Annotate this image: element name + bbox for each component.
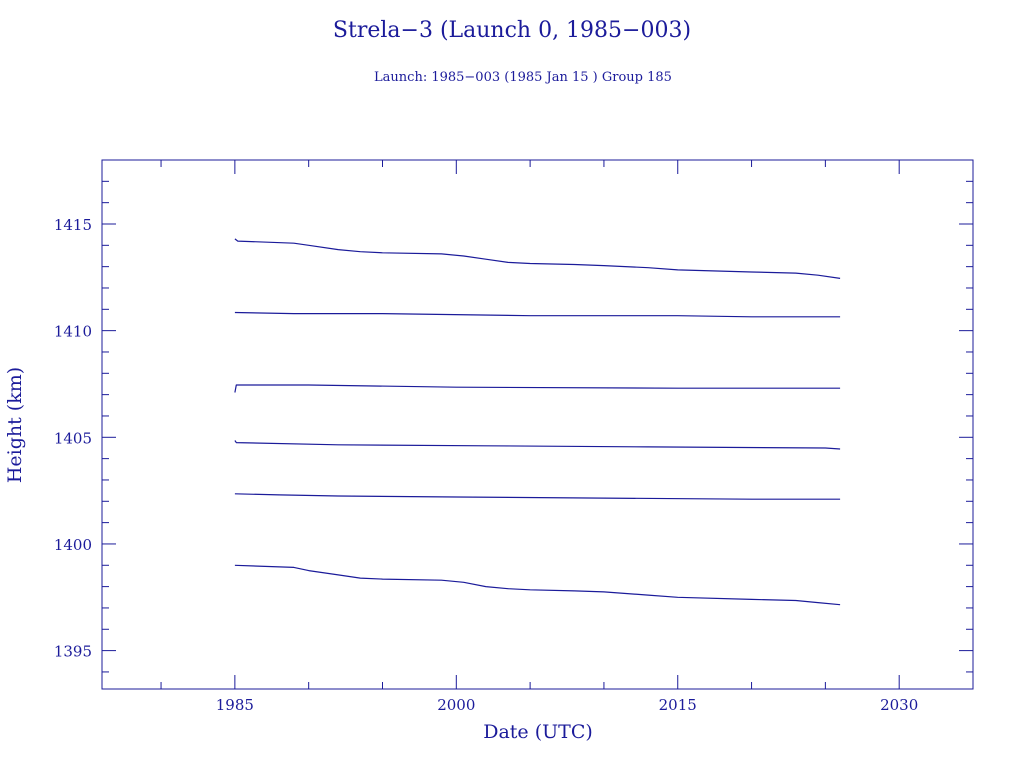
y-tick-label: 1400 [54, 536, 92, 554]
x-tick-label: 1985 [216, 696, 254, 714]
series-line-2 [234, 311, 841, 318]
series-line-6 [234, 564, 841, 606]
chart-title: Strela−3 (Launch 0, 1985−003) [333, 18, 691, 43]
x-axis-label: Date (UTC) [483, 721, 593, 743]
axis-ticks: 1985 2000 2015 2030 1395 1400 1405 1410 1415 [54, 159, 974, 714]
y-tick-label: 1405 [54, 429, 92, 447]
x-tick-label: 2000 [437, 696, 475, 714]
series-group [234, 238, 841, 606]
x-tick-label: 2015 [659, 696, 697, 714]
y-tick-label: 1395 [54, 643, 92, 661]
y-tick-label: 1415 [54, 216, 92, 234]
series-line-1 [234, 238, 841, 279]
series-line-4 [234, 440, 841, 450]
plot-frame [101, 159, 974, 690]
x-tick-label: 2030 [880, 696, 918, 714]
series-line-5 [234, 493, 841, 500]
series-line-3 [234, 384, 841, 393]
chart-subtitle: Launch: 1985−003 (1985 Jan 15 ) Group 18… [374, 70, 672, 85]
y-tick-label: 1410 [54, 323, 92, 341]
y-axis-label: Height (km) [4, 367, 26, 483]
